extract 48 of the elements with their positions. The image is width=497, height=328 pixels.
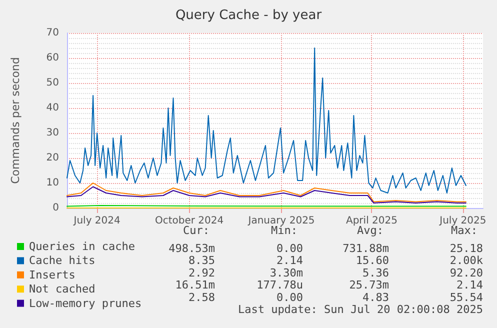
y-tick-label: 10 bbox=[46, 178, 59, 188]
y-tick-label: 60 bbox=[46, 52, 59, 64]
text: 731.88m bbox=[342, 242, 390, 255]
text: Cur: bbox=[183, 224, 210, 237]
text: 8.35 bbox=[188, 254, 215, 268]
y-tick-label: 20 bbox=[46, 152, 59, 164]
legend-label: Inserts bbox=[29, 268, 76, 282]
x-tick-label: April 2025 bbox=[346, 216, 398, 226]
text: 2.58 bbox=[188, 290, 215, 304]
x-tick-label: July 2024 bbox=[72, 216, 120, 226]
text: 498.53m bbox=[168, 242, 216, 255]
text: 0.00 bbox=[276, 242, 303, 255]
line-series bbox=[66, 186, 466, 204]
line-series bbox=[66, 48, 466, 194]
text: 92.20 bbox=[450, 266, 483, 280]
legend-label: Not cached bbox=[29, 282, 96, 296]
text: Avg: bbox=[357, 224, 384, 237]
text: 2.92 bbox=[188, 266, 215, 280]
text: 3.30m bbox=[270, 266, 304, 280]
legend-label: Queries in cache bbox=[29, 240, 135, 253]
text: 55.54 bbox=[450, 290, 484, 304]
text: Min: bbox=[271, 224, 298, 237]
legend-label: Cache hits bbox=[29, 254, 96, 268]
text: 0.00 bbox=[276, 290, 303, 304]
text: 15.60 bbox=[356, 254, 389, 268]
y-tick-label: 40 bbox=[46, 102, 59, 114]
y-tick-label: 50 bbox=[46, 78, 59, 88]
y-tick-label: 70 bbox=[46, 28, 59, 38]
text: 2.14 bbox=[456, 278, 484, 292]
text: 25.18 bbox=[450, 242, 483, 255]
text: 177.78u bbox=[256, 278, 303, 292]
line-series bbox=[66, 182, 466, 202]
y-tick-label: 0 bbox=[52, 202, 59, 214]
text: 2.14 bbox=[276, 254, 304, 268]
y-axis-title: Commands per second bbox=[9, 57, 22, 184]
text: 2.00k bbox=[450, 254, 484, 268]
text: 5.36 bbox=[362, 266, 389, 280]
chart-title: Query Cache - by year bbox=[175, 8, 322, 23]
text: 4.83 bbox=[362, 290, 389, 304]
text: 16.51m bbox=[175, 278, 216, 292]
text: Last update: Sun Jul 20 02:00:08 2025 bbox=[238, 303, 483, 316]
legend-label: Low-memory prunes bbox=[29, 296, 142, 310]
text: Max: bbox=[451, 224, 478, 237]
x-tick-label: July 2025 bbox=[438, 216, 486, 226]
y-tick-label: 30 bbox=[46, 128, 59, 138]
x-tick-label: October 2024 bbox=[154, 216, 224, 226]
x-tick-label: January 2025 bbox=[247, 216, 315, 226]
text: 25.73m bbox=[349, 278, 390, 292]
